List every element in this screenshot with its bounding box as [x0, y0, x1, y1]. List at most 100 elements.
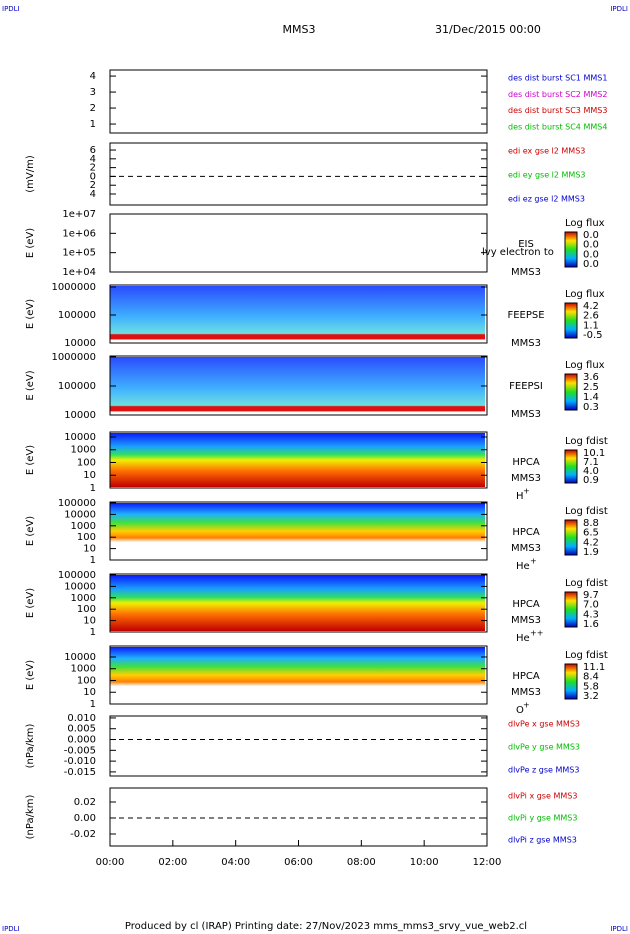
legend-entry: edi ey gse l2 MMS3 [508, 171, 586, 180]
y-tick-label: 0.02 [74, 797, 96, 808]
instrument-label: HPCA [512, 527, 540, 538]
species-base: He [516, 561, 530, 572]
y-tick-label: 100 [77, 604, 96, 615]
y-tick-label: 10 [83, 544, 96, 555]
species-sup: + [523, 701, 530, 710]
corner-label: IPDLI [2, 925, 20, 933]
colorbar-tick-label: 0.3 [583, 402, 599, 413]
colorbar-title: Log flux [565, 360, 605, 371]
colorbar [564, 231, 578, 268]
spectrogram [110, 433, 485, 487]
y-label: E (eV) [25, 299, 36, 329]
y-label: E (eV) [25, 516, 36, 546]
colorbar-tick-label: 3.6 [583, 372, 599, 383]
y-tick-label: 1 [90, 627, 96, 638]
spacecraft-label: MMS3 [511, 409, 541, 420]
y-tick-label: 1 [90, 555, 96, 566]
colorbar-tick-label: 8.8 [583, 518, 599, 529]
y-tick-label: 10000 [64, 432, 96, 443]
y-tick-label: 100000 [58, 310, 96, 321]
y-tick-label: 1 [90, 699, 96, 710]
y-label: E (eV) [25, 588, 36, 618]
y-tick-label: 0.00 [74, 813, 96, 824]
colorbar-title: Log fdist [565, 506, 608, 517]
instrument-label: FEEPSI [509, 381, 543, 392]
y-tick-label: 4 [90, 71, 96, 82]
colorbar-tick-label: 1.4 [583, 392, 599, 403]
x-tick-label: 12:00 [473, 857, 502, 868]
panel-frame [109, 787, 488, 847]
y-tick-label: 1000000 [51, 352, 96, 363]
y-tick-label: 0.010 [67, 713, 96, 724]
y-tick-label: 1e+05 [62, 248, 96, 259]
colorbar-tick-label: 4.0 [583, 466, 599, 477]
y-tick-label: 1e+04 [62, 267, 96, 278]
corner-label: IPDLI [610, 925, 628, 933]
colorbar-tick-label: 7.0 [583, 600, 599, 611]
y-tick-label: 100 [77, 532, 96, 543]
panel-frame [109, 142, 488, 206]
footer-text: Produced by cl (IRAP) Printing date: 27/… [125, 921, 527, 932]
y-label: E (eV) [25, 228, 36, 258]
instrument-label: EIS [518, 239, 534, 250]
legend-entry: des dist burst SC3 MMS3 [508, 106, 607, 115]
y-tick-label: 6 [90, 145, 96, 156]
y-label: (nPa/km) [25, 724, 36, 769]
x-tick-label: 00:00 [96, 857, 125, 868]
y-label-group: E (eV) [25, 660, 36, 690]
y-tick-label: 1e+07 [62, 209, 96, 220]
y-tick-label: -0.010 [64, 756, 96, 767]
y-label-group: E (eV) [25, 299, 36, 329]
legend-entry: dlvPi z gse MMS3 [508, 836, 577, 845]
spacecraft-label: MMS3 [511, 267, 541, 278]
y-tick-label: 10 [83, 687, 96, 698]
x-tick-label: 10:00 [410, 857, 439, 868]
colorbar-tick-label: 7.1 [583, 457, 599, 468]
y-tick-label: 2 [90, 180, 96, 191]
corner-label: IPDLI [610, 5, 628, 13]
instrument-label: FEEPSE [507, 310, 544, 321]
y-label: (nPa/km) [25, 795, 36, 840]
colorbar [564, 591, 578, 628]
colorbar-tick-label: 2.6 [583, 311, 599, 322]
spectrogram [110, 357, 485, 414]
spacecraft-label: MMS3 [511, 473, 541, 484]
y-tick-label: 1000 [71, 664, 96, 675]
species-sup: + [523, 487, 530, 496]
species-sup: ++ [530, 629, 543, 638]
instrument-label: HPCA [512, 671, 540, 682]
y-tick-label: 10000 [64, 652, 96, 663]
panel-frame [109, 213, 488, 273]
y-tick-label: 2 [90, 103, 96, 114]
title: MMS3 [283, 23, 316, 36]
spacecraft-label: MMS3 [511, 338, 541, 349]
y-tick-label: 100000 [58, 498, 96, 509]
colorbar [564, 373, 578, 411]
legend-entry: dlvPe z gse MMS3 [508, 766, 579, 775]
y-tick-label: -0.02 [70, 829, 96, 840]
instrument-label: HPCA [512, 599, 540, 610]
y-tick-label: 100 [77, 675, 96, 686]
legend-entry: des dist burst SC2 MMS2 [508, 90, 607, 99]
y-label: E (eV) [25, 445, 36, 475]
colorbar-tick-label: 0.0 [583, 249, 599, 260]
legend-entry: des dist burst SC1 MMS1 [508, 74, 607, 83]
colorbar-tick-label: 10.1 [583, 448, 605, 459]
panel-frame [109, 69, 488, 134]
colorbar [564, 449, 578, 484]
legend-entry: edi ez gse l2 MMS3 [508, 195, 585, 204]
spectrogram [110, 503, 485, 559]
colorbar-tick-label: 0.0 [583, 259, 599, 270]
x-tick-label: 08:00 [347, 857, 376, 868]
instrument-label: HPCA [512, 457, 540, 468]
y-label-group: E (eV) [25, 445, 36, 475]
colorbar-tick-label: 1.6 [583, 619, 599, 630]
colorbar-tick-label: 5.8 [583, 681, 599, 692]
spacecraft-label: MMS3 [511, 543, 541, 554]
colorbar-tick-label: 0.0 [583, 230, 599, 241]
y-label-group: E (eV) [25, 516, 36, 546]
y-tick-label: 10000 [64, 581, 96, 592]
y-label-group: E (eV) [25, 228, 36, 258]
colorbar [564, 663, 578, 700]
y-tick-label: 100000 [58, 570, 96, 581]
